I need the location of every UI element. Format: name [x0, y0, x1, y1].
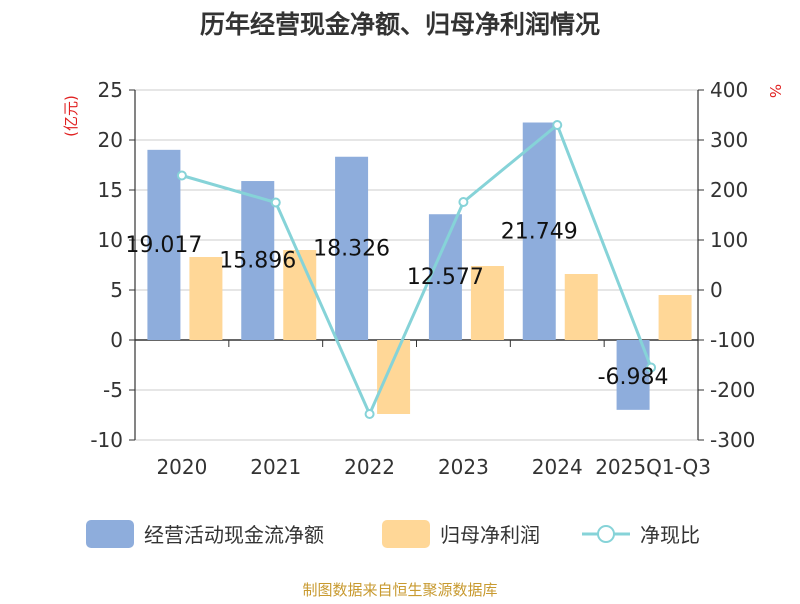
- net-profit-bar: [189, 257, 223, 340]
- right-tick-label: -300: [710, 428, 755, 452]
- x-tick-label: 2022: [344, 455, 395, 479]
- x-tick-label: 2020: [156, 455, 207, 479]
- cashflow-bar: [147, 149, 181, 340]
- legend-label: 经营活动现金流净额: [144, 523, 324, 547]
- x-tick-label: 2025Q1-Q3: [595, 455, 711, 479]
- x-tick-label: 2023: [438, 455, 489, 479]
- left-tick-label: 10: [98, 228, 123, 252]
- source-footer: 制图数据来自恒生聚源数据库: [302, 581, 497, 599]
- right-tick-label: -100: [710, 328, 755, 352]
- x-tick-label: 2021: [250, 455, 301, 479]
- right-tick-label: 300: [710, 128, 748, 152]
- net-profit-bar: [283, 250, 317, 340]
- axes: -10 -5 0 5 10 15 20 25 -300 -200 -100 0 100 200 300 400…: [62, 78, 784, 479]
- left-tick-label: 0: [110, 328, 123, 352]
- left-tick-label: -10: [90, 428, 123, 452]
- left-tick-label: 20: [98, 128, 123, 152]
- data-labels: 19.017 15.896 18.326 12.577 21.749 -6.984: [125, 219, 668, 390]
- cashflow-data-label: 15.896: [219, 249, 296, 274]
- net-profit-bar: [658, 295, 692, 340]
- left-axis-unit: (亿元): [62, 95, 80, 137]
- left-tick-label: 5: [110, 278, 123, 302]
- cashflow-data-label: 12.577: [407, 265, 484, 290]
- ratio-point: [364, 409, 375, 419]
- right-tick-label: 0: [710, 278, 723, 302]
- net-profit-bar: [377, 340, 411, 414]
- bars: [147, 122, 692, 414]
- legend: 经营活动现金流净额 归母净利润 净现比: [86, 520, 700, 548]
- ratio-point: [646, 362, 657, 373]
- x-tick-label: 2024: [532, 455, 583, 479]
- ratio-line: [176, 120, 657, 419]
- net-profit-bar: [470, 266, 504, 340]
- cashflow-data-label: 21.749: [501, 219, 578, 244]
- ratio-point: [552, 120, 563, 130]
- legend-label: 净现比: [640, 523, 700, 547]
- cashflow-bar: [241, 181, 275, 340]
- legend-swatch: [86, 520, 134, 548]
- legend-point-swatch: [597, 525, 615, 543]
- chart-title: 历年经营现金净额、归母净利润情况: [200, 10, 600, 39]
- left-tick-label: -5: [103, 378, 123, 402]
- right-axis-unit: %: [766, 84, 784, 98]
- cashflow-data-label: 19.017: [125, 233, 202, 258]
- right-tick-label: -200: [710, 378, 755, 402]
- net-profit-bar: [564, 274, 598, 340]
- right-tick-label: 200: [710, 178, 748, 202]
- legend-label: 归母净利润: [440, 523, 540, 547]
- right-tick-label: 100: [710, 228, 748, 252]
- ratio-point: [176, 170, 187, 181]
- cashflow-data-label: 18.326: [313, 236, 390, 261]
- cashflow-data-label: -6.984: [598, 365, 669, 390]
- left-tick-label: 25: [98, 78, 123, 102]
- legend-swatch: [382, 520, 430, 548]
- cashflow-bar: [522, 122, 556, 340]
- ratio-line-path: [181, 122, 653, 418]
- ratio-point: [458, 197, 469, 207]
- left-tick-label: 15: [98, 178, 123, 202]
- ratio-point: [270, 197, 281, 208]
- right-tick-label: 400: [710, 78, 748, 102]
- cashflow-bar: [335, 156, 369, 340]
- cashflow-bar: [428, 214, 462, 340]
